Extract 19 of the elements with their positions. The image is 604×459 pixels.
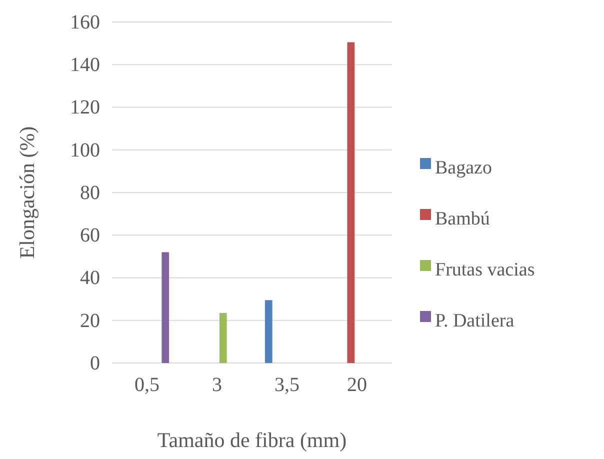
x-tick-label: 0,5 [134,374,160,396]
x-tick-label: 20 [347,374,367,396]
y-tick-label: 140 [70,54,100,76]
legend-label: P. Datilera [435,310,515,332]
y-tick-label: 20 [80,310,100,332]
y-tick-label: 120 [70,96,100,119]
y-tick-label: 80 [80,182,100,204]
x-tick-label: 3,5 [274,374,300,396]
x-tick-label: 3 [212,374,222,396]
y-tick-label: 60 [80,224,100,247]
y-tick-label: 0 [90,352,100,374]
legend-label: Bambú [435,208,490,230]
legend-label: Frutas vacias [435,259,535,280]
legend-label: Bagazo [435,157,492,178]
x-axis-title: Tamaño de fibra (mm) [157,428,347,452]
y-axis-title: Elongación (%) [15,126,39,259]
y-tick-label: 40 [80,267,100,290]
y-tick-label: 160 [70,11,100,34]
y-tick-label: 100 [70,139,100,162]
